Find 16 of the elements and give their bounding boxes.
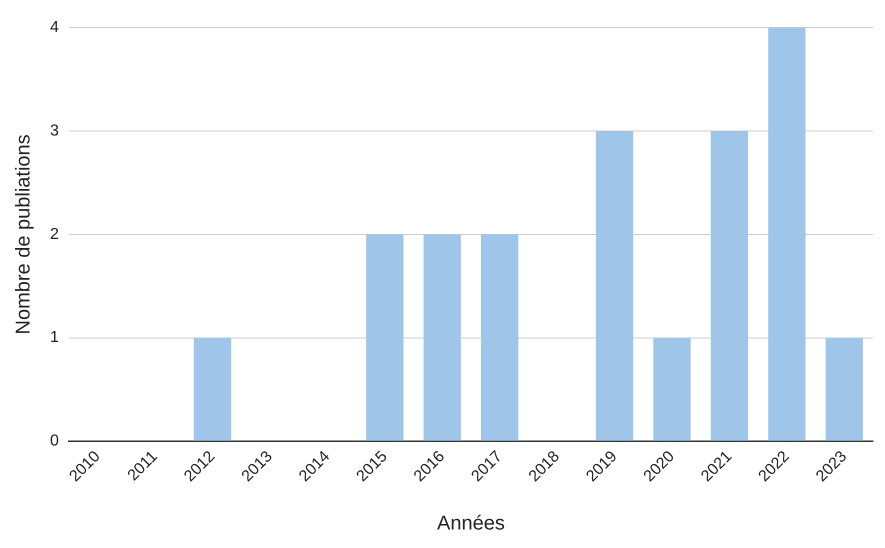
bar xyxy=(194,338,232,441)
bar xyxy=(481,234,518,441)
bar xyxy=(596,131,634,441)
y-axis-title: Nombre de publiations xyxy=(12,134,35,334)
bar xyxy=(768,28,806,441)
x-axis-title: Années xyxy=(437,512,505,535)
bar xyxy=(424,234,461,441)
bar xyxy=(710,131,748,441)
y-tick-label: 0 xyxy=(50,432,59,450)
bar xyxy=(653,338,691,441)
y-tick-label: 3 xyxy=(50,122,59,140)
bar xyxy=(826,338,863,441)
y-tick-label: 1 xyxy=(50,329,59,346)
y-tick-label: 2 xyxy=(50,226,59,243)
bar xyxy=(366,234,404,441)
y-tick-label: 4 xyxy=(50,19,59,36)
